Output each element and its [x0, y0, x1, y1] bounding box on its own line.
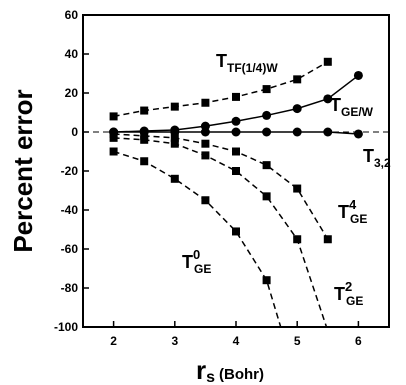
series-line-4 [113, 137, 328, 327]
x-axis-ticks: 2 3 4 5 6 [110, 321, 362, 348]
marker-layer [109, 57, 363, 285]
series-point-2 [323, 127, 333, 137]
series-label-2: T3,2 [363, 146, 391, 170]
series-point-0 [232, 92, 240, 101]
curve-labels: TTF(1/4)W TGE/W T3,2 T4 GE T2 GE T0 GE [182, 51, 391, 308]
x-axis-title-sub: s [206, 369, 215, 385]
series-point-4 [170, 139, 179, 148]
y-axis-title: Percent error [8, 89, 38, 252]
series-point-1 [323, 94, 333, 104]
y-tick-label: 40 [65, 47, 79, 61]
x-tick-label: 5 [294, 334, 301, 348]
x-tick-label: 2 [110, 334, 117, 348]
y-tick-label: -20 [61, 164, 79, 178]
series-point-0 [109, 112, 118, 121]
series-point-3 [293, 184, 302, 193]
series-label-5: T0 GE [182, 247, 211, 276]
series-point-5 [140, 157, 149, 166]
series-line-0 [113, 61, 329, 118]
x-tick-label: 6 [355, 334, 362, 348]
series-point-5 [109, 147, 118, 156]
series-point-3 [232, 147, 240, 156]
series-point-2 [353, 129, 363, 139]
series-point-5 [232, 227, 240, 236]
series-point-4 [109, 133, 118, 142]
series-point-4 [201, 151, 210, 160]
series-point-3 [170, 133, 179, 142]
series-point-4 [262, 192, 271, 201]
series-point-1 [292, 104, 302, 114]
series-line-5 [113, 150, 282, 327]
series-point-2 [292, 127, 302, 137]
y-tick-label: -80 [61, 281, 79, 295]
series-point-5 [201, 196, 210, 205]
series-point-4 [232, 167, 240, 175]
series-point-3 [201, 139, 210, 148]
series-point-4 [293, 235, 302, 244]
series-point-2 [262, 127, 272, 137]
y-tick-label: 60 [65, 8, 79, 22]
series-layer [113, 61, 359, 327]
y-tick-label: 20 [65, 86, 79, 100]
series-label-0: TTF(1/4)W [216, 51, 278, 75]
x-tick-label: 3 [171, 334, 178, 348]
series-point-0 [170, 102, 179, 111]
series-point-0 [323, 57, 332, 66]
series-point-2 [200, 127, 210, 137]
series-point-5 [262, 276, 271, 285]
series-point-0 [293, 75, 302, 84]
y-axis-ticks: -100 -80 -60 -40 -20 0 20 40 60 [54, 8, 89, 334]
series-line-3 [113, 133, 329, 240]
series-point-0 [262, 85, 271, 94]
series-point-4 [140, 135, 149, 144]
y-tick-label: -100 [54, 320, 78, 334]
x-tick-label: 4 [233, 334, 240, 348]
series-point-1 [262, 110, 272, 120]
series-label-3: T4 GE [338, 197, 367, 226]
series-point-3 [262, 161, 271, 170]
x-axis-title-main: r [196, 355, 206, 385]
series-point-1 [231, 116, 241, 126]
series-point-3 [323, 235, 332, 244]
series-point-0 [201, 98, 210, 107]
series-label-4: T2 GE [334, 279, 363, 308]
y-tick-label: -60 [61, 242, 79, 256]
series-label-1: TGE/W [330, 95, 374, 119]
series-point-5 [170, 174, 179, 183]
x-axis-title: rs (Bohr) [196, 355, 264, 385]
y-tick-label: 0 [71, 125, 78, 139]
y-tick-label: -40 [61, 203, 79, 217]
x-axis-title-unit: (Bohr) [219, 366, 264, 383]
series-point-0 [140, 106, 149, 115]
series-point-1 [353, 70, 363, 80]
series-point-2 [231, 127, 241, 137]
